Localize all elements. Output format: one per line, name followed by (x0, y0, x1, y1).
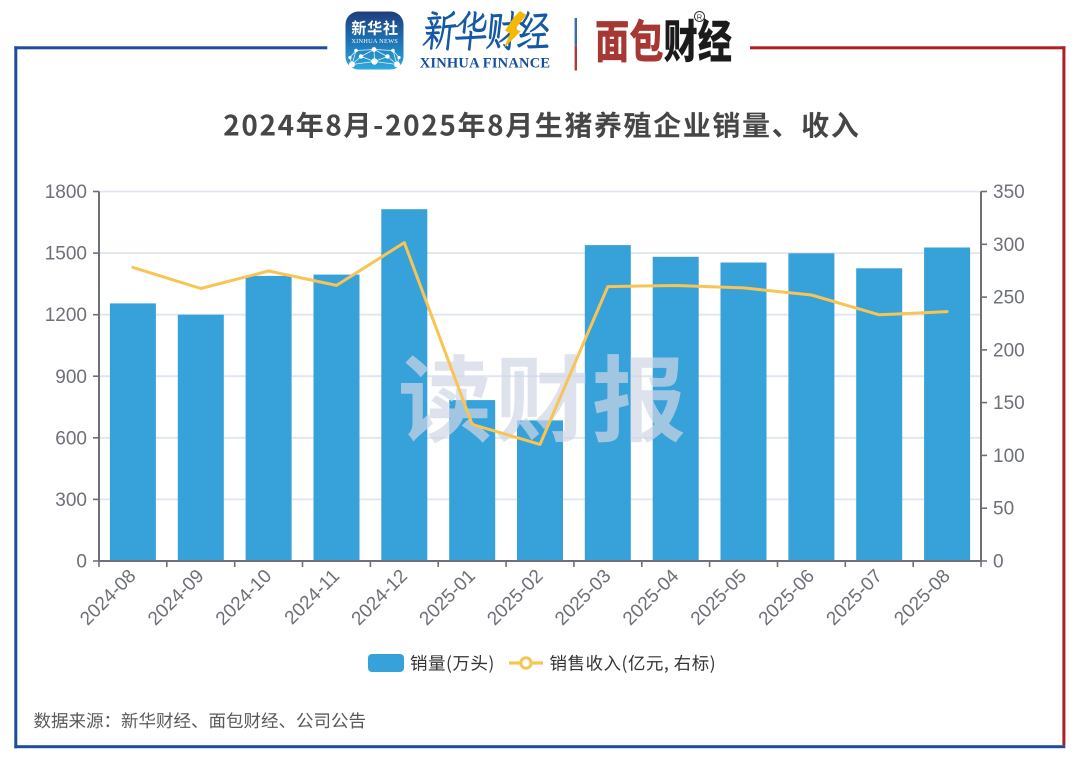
svg-text:350: 350 (993, 182, 1025, 203)
svg-text:1500: 1500 (45, 244, 87, 265)
svg-text:200: 200 (993, 340, 1025, 361)
svg-text:100: 100 (993, 446, 1025, 467)
svg-text:1800: 1800 (45, 182, 87, 203)
svg-text:XINHUA NEWS: XINHUA NEWS (351, 38, 398, 45)
svg-text:50: 50 (993, 499, 1014, 520)
svg-text:1200: 1200 (45, 305, 87, 326)
svg-text:0: 0 (993, 552, 1004, 573)
svg-text:300: 300 (993, 235, 1025, 256)
svg-text:XINHUA FINANCE: XINHUA FINANCE (420, 56, 551, 72)
svg-text:900: 900 (55, 367, 87, 388)
svg-text:300: 300 (55, 490, 87, 511)
svg-text:R: R (697, 12, 703, 21)
svg-text:150: 150 (993, 393, 1025, 414)
svg-text:0: 0 (76, 552, 87, 573)
svg-text:600: 600 (55, 428, 87, 449)
svg-text:250: 250 (993, 288, 1025, 309)
